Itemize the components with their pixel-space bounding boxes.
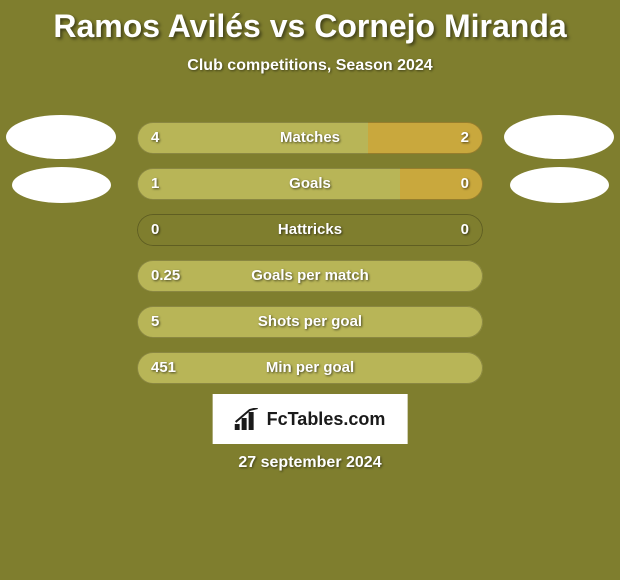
stat-row: 10Goals — [137, 168, 483, 200]
comparison-card: Ramos Avilés vs Cornejo Miranda Club com… — [0, 0, 620, 580]
stat-row: 451Min per goal — [137, 352, 483, 384]
stat-label: Hattricks — [137, 214, 483, 246]
stat-label: Goals — [137, 168, 483, 200]
stat-row: 00Hattricks — [137, 214, 483, 246]
stat-label: Min per goal — [137, 352, 483, 384]
avatar-ellipse — [6, 115, 116, 159]
stat-label: Shots per goal — [137, 306, 483, 338]
fctables-icon — [235, 408, 261, 430]
stat-row: 42Matches — [137, 122, 483, 154]
page-title: Ramos Avilés vs Cornejo Miranda — [0, 0, 620, 45]
stat-row: 0.25Goals per match — [137, 260, 483, 292]
stats-panel: 42Matches 10Goals 00Hattricks 0.25Goals per… — [137, 122, 483, 398]
avatar-ellipse — [510, 167, 609, 203]
stat-label: Goals per match — [137, 260, 483, 292]
watermark-text: FcTables.com — [267, 409, 386, 430]
avatar-player-left — [6, 115, 116, 205]
avatar-ellipse — [12, 167, 111, 203]
stat-row: 5Shots per goal — [137, 306, 483, 338]
avatar-player-right — [504, 115, 614, 205]
avatar-ellipse — [504, 115, 614, 159]
date-text: 27 september 2024 — [0, 454, 620, 472]
watermark-badge: FcTables.com — [213, 394, 408, 444]
subtitle: Club competitions, Season 2024 — [0, 57, 620, 75]
stat-label: Matches — [137, 122, 483, 154]
